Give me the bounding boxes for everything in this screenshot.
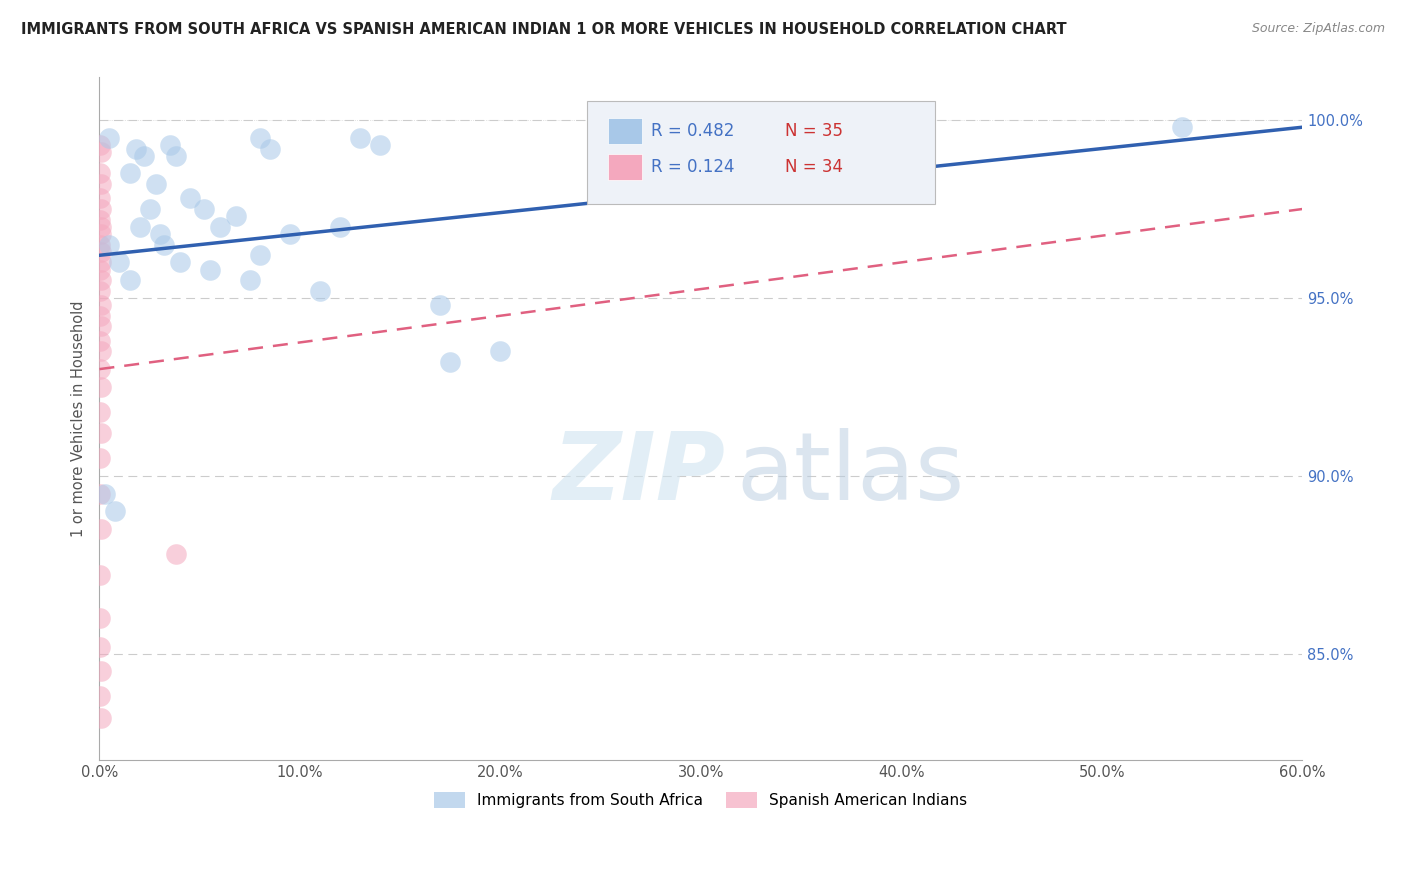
Point — [90, 319, 112, 334]
Point — [208, 219, 231, 234]
Point — [278, 227, 301, 241]
Point — [489, 344, 512, 359]
Point — [128, 219, 150, 234]
Point — [89, 450, 111, 465]
Text: ZIP: ZIP — [553, 427, 725, 519]
Point — [368, 138, 391, 153]
Text: atlas: atlas — [737, 427, 965, 519]
Point — [249, 131, 271, 145]
Point — [98, 131, 121, 145]
Point — [90, 344, 112, 359]
Point — [309, 284, 332, 298]
Point — [90, 219, 112, 234]
Point — [152, 237, 174, 252]
Point — [132, 149, 155, 163]
Point — [429, 298, 451, 312]
Point — [90, 522, 112, 536]
Point — [145, 177, 167, 191]
Point — [198, 262, 221, 277]
Point — [90, 380, 112, 394]
Point — [108, 255, 131, 269]
Point — [148, 227, 170, 241]
Point — [98, 237, 121, 252]
FancyBboxPatch shape — [586, 102, 935, 203]
Point — [90, 227, 112, 241]
Point — [239, 273, 262, 287]
Point — [90, 665, 112, 679]
Point — [89, 690, 111, 704]
Text: N = 34: N = 34 — [785, 158, 844, 176]
Point — [89, 611, 111, 625]
Point — [89, 237, 111, 252]
Point — [165, 547, 187, 561]
Point — [118, 273, 141, 287]
Point — [90, 426, 112, 441]
Point — [159, 138, 181, 153]
Point — [89, 138, 111, 153]
Point — [179, 191, 201, 205]
Point — [439, 355, 461, 369]
Point — [90, 244, 112, 259]
Point — [94, 486, 117, 500]
Point — [90, 711, 112, 725]
Point — [90, 177, 112, 191]
Point — [89, 334, 111, 348]
Legend: Immigrants from South Africa, Spanish American Indians: Immigrants from South Africa, Spanish Am… — [429, 786, 973, 814]
Point — [259, 142, 281, 156]
Point — [104, 504, 127, 518]
Point — [89, 362, 111, 376]
Point — [329, 219, 352, 234]
Point — [89, 212, 111, 227]
Point — [89, 166, 111, 180]
FancyBboxPatch shape — [609, 154, 643, 180]
Point — [90, 255, 112, 269]
Point — [225, 209, 247, 223]
Point — [90, 202, 112, 216]
Text: R = 0.124: R = 0.124 — [651, 158, 745, 176]
Point — [90, 298, 112, 312]
Point — [89, 640, 111, 654]
Point — [89, 309, 111, 323]
Text: IMMIGRANTS FROM SOUTH AFRICA VS SPANISH AMERICAN INDIAN 1 OR MORE VEHICLES IN HO: IMMIGRANTS FROM SOUTH AFRICA VS SPANISH … — [21, 22, 1067, 37]
Point — [89, 191, 111, 205]
Point — [89, 568, 111, 582]
Text: R = 0.482: R = 0.482 — [651, 121, 745, 140]
Point — [165, 149, 187, 163]
Point — [1171, 120, 1194, 135]
Point — [89, 262, 111, 277]
Point — [138, 202, 160, 216]
Text: N = 35: N = 35 — [785, 121, 844, 140]
FancyBboxPatch shape — [609, 118, 643, 144]
Point — [193, 202, 215, 216]
Point — [90, 145, 112, 160]
Point — [89, 405, 111, 419]
Point — [349, 131, 371, 145]
Point — [89, 284, 111, 298]
Text: Source: ZipAtlas.com: Source: ZipAtlas.com — [1251, 22, 1385, 36]
Point — [249, 248, 271, 262]
Point — [90, 273, 112, 287]
Point — [124, 142, 146, 156]
Point — [118, 166, 141, 180]
Y-axis label: 1 or more Vehicles in Household: 1 or more Vehicles in Household — [72, 301, 86, 537]
Point — [169, 255, 191, 269]
Point — [89, 486, 111, 500]
